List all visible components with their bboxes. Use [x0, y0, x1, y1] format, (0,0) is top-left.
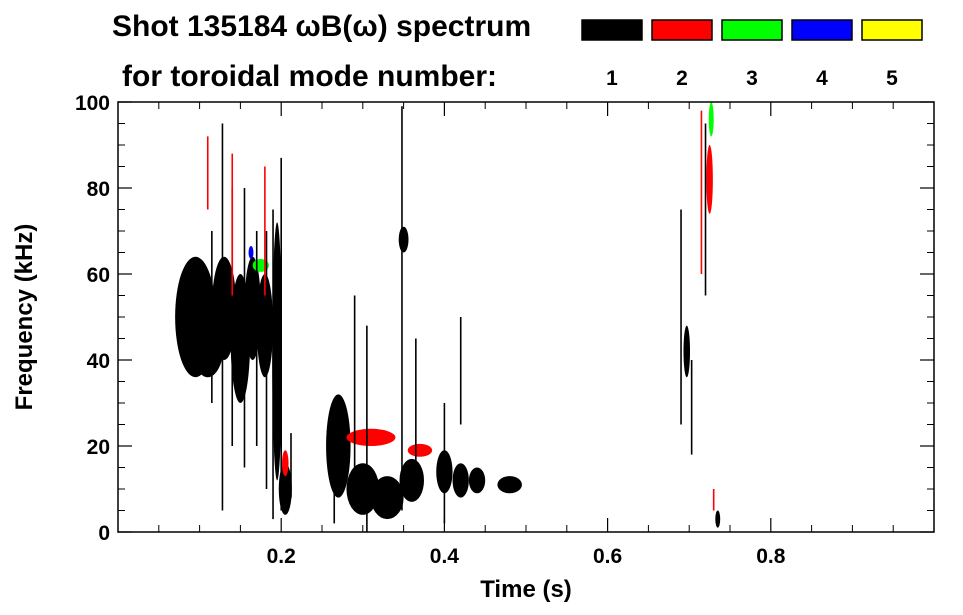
mode-2-region	[346, 428, 396, 446]
mode-2-region	[282, 450, 289, 477]
legend-swatch-3	[721, 19, 783, 41]
legend-label-2: 2	[676, 67, 688, 90]
y-tick-label: 20	[87, 436, 110, 459]
legend-swatch-4	[791, 19, 853, 41]
mode-1-region	[399, 458, 425, 502]
mode-1-region	[398, 226, 409, 253]
mode-1-region	[370, 476, 404, 520]
mode-1-region	[278, 463, 292, 515]
legend-label-1: 1	[606, 67, 618, 90]
mode-1-region	[452, 463, 469, 498]
mode-1-region	[256, 274, 274, 378]
mode-3-region	[708, 102, 714, 137]
x-axis-label: Time (s)	[480, 576, 572, 603]
mode-4-region	[248, 246, 254, 259]
mode-1-region	[468, 467, 486, 494]
mode-1-region	[715, 510, 721, 528]
mode-1-region	[211, 256, 237, 360]
x-tick-label: 0.6	[593, 545, 622, 568]
legend-swatch-1	[581, 19, 643, 41]
mode-1-region	[683, 325, 691, 378]
mode-1-region	[497, 476, 522, 494]
x-tick-label: 0.8	[756, 545, 786, 568]
mode-1-region	[326, 394, 351, 498]
y-axis-label: Frequency (kHz)	[11, 224, 38, 411]
plot-area	[175, 102, 721, 532]
legend-label-4: 4	[816, 67, 828, 90]
legend-swatch-5	[861, 19, 923, 41]
chart-title: Shot 135184 ωB(ω) spectrum	[112, 10, 531, 43]
legend-label-3: 3	[746, 67, 758, 90]
axes: 0 20 40 60 80 100 0.2 0.4 0.6 0.8	[75, 92, 934, 568]
x-tick-label: 0.4	[430, 545, 460, 568]
chart-subtitle: for toroidal mode number:	[122, 60, 497, 93]
y-tick-label: 40	[87, 350, 110, 373]
y-tick-label: 60	[87, 264, 110, 287]
legend: 1 2 3 4 5	[581, 19, 923, 90]
x-tick-label: 0.2	[267, 545, 296, 568]
mode-1-region	[272, 222, 283, 481]
y-tick-label: 0	[98, 522, 110, 545]
mode-2-region	[407, 443, 433, 457]
mode-2-region	[706, 145, 713, 214]
y-tick-label: 100	[75, 92, 110, 115]
legend-swatch-2	[651, 19, 713, 41]
y-tick-label: 80	[87, 178, 110, 201]
legend-label-5: 5	[886, 67, 898, 90]
